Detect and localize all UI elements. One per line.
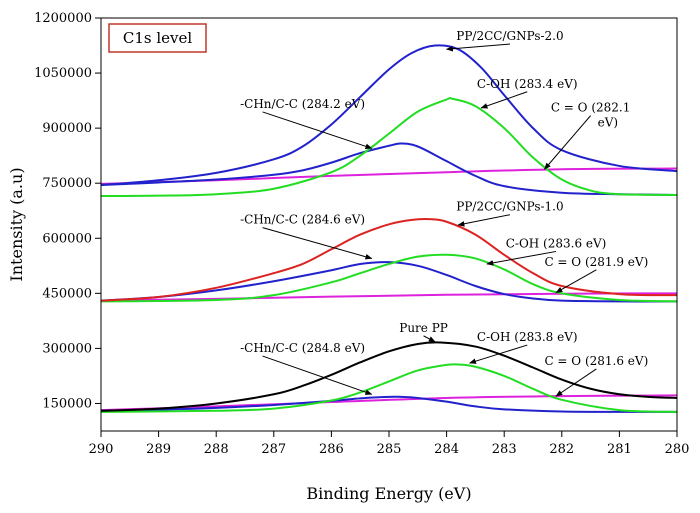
- series-line-pp-2cc-gnps-1-0-c-o-281-9-ev: [101, 292, 677, 302]
- annotation-arrow-t-co-2a: [544, 115, 591, 170]
- annotation-arrow-t-co-0: [555, 368, 597, 397]
- annotation-t-env-1: PP/2CC/GNPs-1.0: [456, 200, 563, 214]
- axes-layer: 290 289 288 287 286 285 284 283 282 281 280 150000 3…: [7, 11, 689, 503]
- x-tick-label: 286: [319, 442, 344, 457]
- y-tick-label: 900000: [42, 121, 92, 136]
- y-axis-title: Intensity (a.u): [7, 167, 26, 281]
- annotation-t-chn-2: -CHn/C-C (284.2 eV): [240, 97, 365, 111]
- annotation-t-env-0: Pure PP: [399, 321, 448, 335]
- annotation-arrow-t-chn-1: [262, 227, 373, 260]
- series-line-pp-2cc-gnps-2-0-c-oh-283-4-ev: [101, 96, 677, 198]
- series-line-pure-pp-c-o-281-6-ev: [101, 394, 677, 412]
- x-axis-title: Binding Energy (eV): [306, 484, 471, 503]
- series-line-pure-pp-c-oh-283-8-ev: [101, 363, 677, 413]
- annotation-t-coh-2: C-OH (283.4 eV): [477, 77, 578, 91]
- annotation-t-coh-0: C-OH (283.8 eV): [477, 330, 578, 344]
- series-line-pp-2cc-gnps-2-0-chn-c-c-284-2-ev: [101, 142, 677, 196]
- x-tick-label: 280: [665, 442, 690, 457]
- annotation-t-env-2: PP/2CC/GNPs-2.0: [456, 29, 563, 43]
- series-line-pp-2cc-gnps-1-0-chn-c-c-284-6-ev: [101, 261, 677, 303]
- chart-title: C1s level: [123, 29, 193, 47]
- y-tick-label: 1050000: [34, 66, 92, 81]
- annotation-t-chn-0: -CHn/C-C (284.8 eV): [240, 341, 365, 355]
- series-layer: [101, 44, 677, 413]
- annotation-arrow-t-co-1: [555, 269, 597, 294]
- annotation-t-co-1: C = O (281.9 eV): [544, 255, 648, 269]
- series-line-pure-pp-envelope: [101, 341, 677, 412]
- x-tick-label: 288: [204, 442, 229, 457]
- y-tick-label: 150000: [42, 396, 92, 411]
- x-tick-label: 281: [607, 442, 632, 457]
- annotation-t-chn-1: -CHn/C-C (284.6 eV): [240, 213, 365, 227]
- title-box: [108, 23, 207, 53]
- annotation-arrow-t-coh-0: [468, 344, 528, 364]
- x-tick-label: 290: [89, 442, 114, 457]
- series-line-pp-2cc-gnps-1-0-envelope: [101, 218, 677, 302]
- x-tick-label: 283: [492, 442, 517, 457]
- y-tick-label: 600000: [42, 231, 92, 246]
- annotation-arrow-t-coh-2: [480, 91, 528, 109]
- annotation-t-co-0: C = O (281.6 eV): [544, 354, 648, 368]
- x-tick-label: 284: [434, 442, 459, 457]
- annotation-arrow-t-env-1: [457, 214, 511, 227]
- annotation-t-co-2b: eV): [598, 115, 618, 129]
- series-line-pp-2cc-gnps-2-0-envelope: [101, 44, 677, 187]
- annotation-arrow-t-env-0: [423, 335, 436, 343]
- x-tick-label: 289: [146, 442, 171, 457]
- annotation-t-coh-1: C-OH (283.6 eV): [506, 236, 607, 250]
- x-tick-label: 287: [261, 442, 286, 457]
- annotation-layer: C1s level PP/2CC/GNPs-2.0 C-OH (283.4 eV) -…: [108, 23, 648, 397]
- annotation-arrow-t-chn-0: [262, 355, 373, 395]
- annotation-arrow-t-chn-2: [262, 111, 373, 149]
- series-line-pure-pp-chn-c-c-284-8-ev: [101, 395, 677, 413]
- y-tick-label: 450000: [42, 286, 92, 301]
- annotation-arrow-t-coh-1: [486, 250, 557, 266]
- annotation-t-co-2a: C = O (282.1: [551, 101, 631, 115]
- y-tick-label: 300000: [42, 341, 92, 356]
- annotation-arrow-t-env-2: [445, 43, 511, 52]
- x-tick-label: 285: [377, 442, 402, 457]
- y-tick-label: 750000: [42, 176, 92, 191]
- x-tick-label: 282: [549, 442, 574, 457]
- y-tick-label: 1200000: [34, 11, 92, 26]
